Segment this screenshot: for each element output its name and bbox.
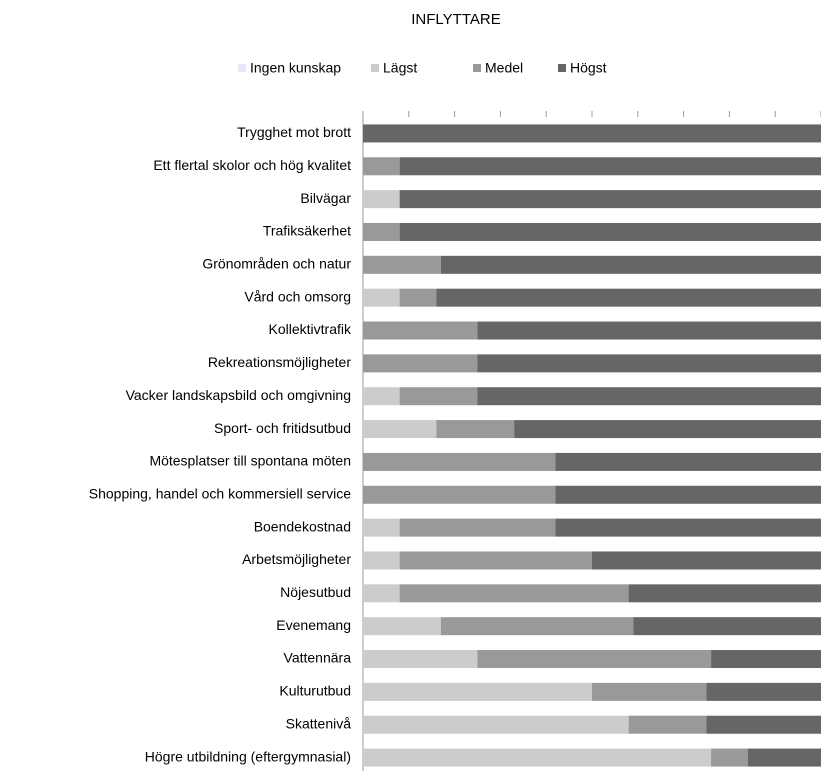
bar-segment [711,748,748,767]
bar-segment [477,387,821,406]
y-tick-label: Arbetsmöjligheter [242,551,351,567]
bar-segment [399,518,556,537]
bar-segment [399,584,629,603]
legend-label: Ingen kunskap [250,60,341,76]
y-tick-label: Rekreationsmöjligheter [208,354,352,370]
bar-segment [363,748,712,767]
y-tick-label: Trafiksäkerhet [263,223,351,239]
legend-swatch [371,64,379,72]
bar-segment [363,387,400,406]
legend-swatch [473,64,481,72]
bar-segment [477,321,821,340]
bar-segment [399,190,821,209]
y-tick-label: Vård och omsorg [244,288,351,304]
bar-segment [436,420,515,439]
bar-segment [555,452,821,471]
bar-segment [747,748,821,767]
bar-segment [399,157,821,176]
bar-segment [477,354,821,373]
bar-segment [363,222,400,241]
y-tick-label: Trygghet mot brott [237,124,351,140]
bar-segment [363,715,629,734]
bar-segment [363,321,478,340]
bar-segment [399,288,437,307]
bar-segment [399,222,821,241]
bar-segment [363,288,400,307]
y-tick-label: Vacker landskapsbild och omgivning [126,387,351,403]
bar-segment [628,584,821,603]
bar-segment [555,518,821,537]
bar-segment [633,617,821,636]
bar-segment [399,551,592,570]
legend-label: Lägst [383,60,417,76]
y-tick-label: Grönområden och natur [202,256,351,272]
y-tick-label: Sport- och fritidsutbud [214,420,351,436]
legend-swatch [238,64,246,72]
bar-segment [363,551,400,570]
bar-segment [440,617,634,636]
bar-segment [514,420,821,439]
bar-segment [706,715,821,734]
y-tick-label: Shopping, handel och kommersiell service [89,485,351,501]
bar-segment [363,518,400,537]
y-tick-label: Boendekostnad [254,518,351,534]
bar-segment [363,124,821,143]
y-tick-label: Nöjesutbud [280,584,351,600]
bar-segment [706,682,821,701]
bar-segment [399,387,478,406]
y-tick-label: Evenemang [276,617,351,633]
bar-segment [363,157,400,176]
legend-swatch [558,64,566,72]
bar-segment [436,288,821,307]
bar-segment [363,255,441,274]
bar-segment [363,190,400,209]
chart-title: INFLYTTARE [411,11,500,28]
bar-segment [440,255,821,274]
y-tick-label: Kulturutbud [279,683,351,699]
y-tick-label: Högre utbildning (eftergymnasial) [145,748,351,764]
bar-segment [592,551,821,570]
y-tick-label: Bilvägar [300,190,351,206]
legend-label: Högst [570,60,607,76]
bar-segment [363,584,400,603]
bar-segment [363,354,478,373]
bar-segment [477,650,712,669]
bar-segment [363,617,441,636]
y-tick-label: Skattenivå [286,715,352,731]
bar-segment [363,650,478,669]
y-tick-label: Ett flertal skolor och hög kvalitet [153,157,351,173]
bar-segment [363,485,556,504]
y-tick-label: Mötesplatser till spontana möten [149,453,351,469]
bar-segment [555,485,821,504]
bar-segment [592,682,707,701]
bar-segment [363,420,437,439]
bar-segment [711,650,821,669]
bar-segment [363,452,556,471]
legend-label: Medel [485,60,523,76]
y-tick-label: Kollektivtrafik [269,321,352,337]
y-tick-label: Vattennära [284,650,352,666]
bar-segment [363,682,592,701]
bar-segment [628,715,707,734]
